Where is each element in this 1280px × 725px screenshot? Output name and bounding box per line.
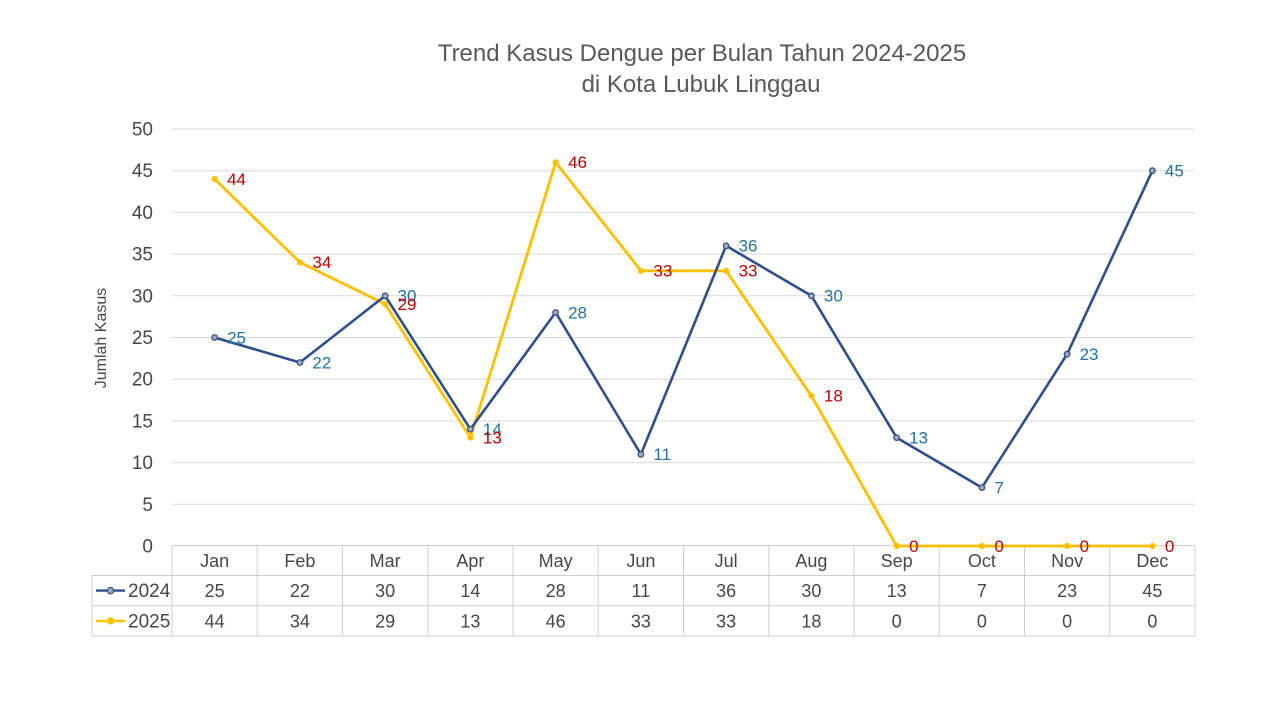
svg-text:Apr: Apr [456, 551, 484, 571]
svg-text:May: May [539, 551, 573, 571]
svg-text:0: 0 [909, 537, 918, 556]
svg-text:44: 44 [227, 170, 246, 189]
svg-text:23: 23 [1080, 345, 1099, 364]
svg-text:Jan: Jan [200, 551, 229, 571]
svg-text:36: 36 [739, 237, 758, 256]
svg-text:Trend Kasus Dengue per Bulan T: Trend Kasus Dengue per Bulan Tahun 2024-… [438, 40, 966, 67]
svg-text:13: 13 [909, 428, 928, 447]
svg-text:45: 45 [132, 161, 153, 182]
svg-text:0: 0 [994, 537, 1003, 556]
svg-text:Sep: Sep [881, 551, 913, 571]
svg-text:46: 46 [568, 153, 587, 172]
svg-text:30: 30 [398, 287, 417, 306]
svg-text:33: 33 [631, 611, 651, 631]
svg-text:30: 30 [132, 286, 153, 307]
svg-text:44: 44 [205, 611, 225, 631]
svg-text:25: 25 [205, 581, 225, 601]
svg-text:0: 0 [1147, 611, 1157, 631]
svg-text:28: 28 [568, 303, 587, 322]
svg-text:14: 14 [460, 581, 480, 601]
svg-text:14: 14 [483, 420, 502, 439]
svg-text:22: 22 [312, 353, 331, 372]
svg-text:10: 10 [132, 453, 153, 474]
svg-text:13: 13 [887, 581, 907, 601]
svg-text:2024: 2024 [128, 581, 171, 602]
svg-text:5: 5 [142, 495, 153, 516]
svg-text:13: 13 [460, 611, 480, 631]
svg-text:di Kota Lubuk Linggau: di Kota Lubuk Linggau [582, 71, 821, 98]
svg-text:30: 30 [824, 287, 843, 306]
svg-text:Nov: Nov [1051, 551, 1083, 571]
svg-text:34: 34 [290, 611, 310, 631]
svg-text:0: 0 [892, 611, 902, 631]
svg-text:25: 25 [132, 328, 153, 349]
svg-text:45: 45 [1142, 581, 1162, 601]
svg-text:0: 0 [977, 611, 987, 631]
svg-text:23: 23 [1057, 581, 1077, 601]
svg-text:Mar: Mar [370, 551, 401, 571]
svg-text:36: 36 [716, 581, 736, 601]
svg-text:34: 34 [312, 253, 331, 272]
svg-text:28: 28 [546, 581, 566, 601]
svg-text:30: 30 [375, 581, 395, 601]
svg-text:11: 11 [632, 581, 651, 601]
svg-text:29: 29 [398, 295, 417, 314]
svg-text:30: 30 [801, 581, 821, 601]
svg-text:18: 18 [801, 611, 821, 631]
svg-text:Aug: Aug [795, 551, 827, 571]
svg-text:2025: 2025 [128, 611, 170, 632]
svg-text:11: 11 [653, 445, 671, 464]
svg-text:29: 29 [375, 611, 395, 631]
svg-text:0: 0 [1080, 537, 1089, 556]
svg-text:Oct: Oct [968, 551, 996, 571]
svg-text:0: 0 [142, 537, 153, 558]
svg-text:15: 15 [132, 411, 153, 432]
svg-text:22: 22 [290, 581, 310, 601]
svg-text:Jul: Jul [715, 551, 738, 571]
svg-text:45: 45 [1165, 162, 1184, 181]
svg-text:0: 0 [1062, 611, 1072, 631]
svg-text:7: 7 [977, 581, 987, 601]
svg-text:25: 25 [227, 328, 246, 347]
svg-text:18: 18 [824, 387, 843, 406]
svg-text:40: 40 [132, 203, 153, 224]
svg-text:20: 20 [132, 370, 153, 391]
svg-text:33: 33 [653, 262, 672, 281]
svg-text:13: 13 [483, 428, 502, 447]
svg-text:Jun: Jun [626, 551, 655, 571]
svg-text:46: 46 [546, 611, 566, 631]
svg-text:50: 50 [132, 120, 153, 141]
svg-text:Dec: Dec [1136, 551, 1168, 571]
svg-text:0: 0 [1165, 537, 1174, 556]
svg-text:35: 35 [132, 245, 153, 266]
svg-text:Jumlah Kasus: Jumlah Kasus [93, 288, 110, 389]
svg-text:Feb: Feb [284, 551, 315, 571]
svg-text:33: 33 [739, 262, 758, 281]
svg-text:33: 33 [716, 611, 736, 631]
svg-text:7: 7 [994, 478, 1003, 497]
